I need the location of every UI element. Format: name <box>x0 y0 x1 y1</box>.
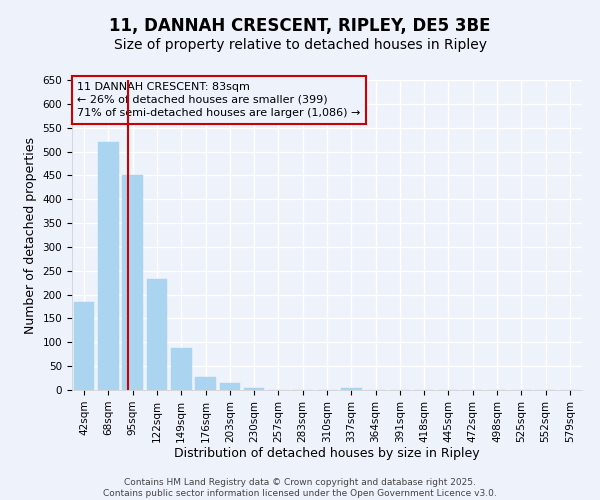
Bar <box>171 348 191 390</box>
Bar <box>195 377 216 390</box>
Text: Contains HM Land Registry data © Crown copyright and database right 2025.
Contai: Contains HM Land Registry data © Crown c… <box>103 478 497 498</box>
Bar <box>98 142 119 390</box>
Text: 11, DANNAH CRESCENT, RIPLEY, DE5 3BE: 11, DANNAH CRESCENT, RIPLEY, DE5 3BE <box>109 18 491 36</box>
Bar <box>146 280 167 390</box>
X-axis label: Distribution of detached houses by size in Ripley: Distribution of detached houses by size … <box>174 448 480 460</box>
Bar <box>341 388 362 390</box>
Bar <box>220 384 240 390</box>
Bar <box>74 302 94 390</box>
Text: Size of property relative to detached houses in Ripley: Size of property relative to detached ho… <box>113 38 487 52</box>
Bar <box>122 176 143 390</box>
Text: 11 DANNAH CRESCENT: 83sqm
← 26% of detached houses are smaller (399)
71% of semi: 11 DANNAH CRESCENT: 83sqm ← 26% of detac… <box>77 82 361 118</box>
Y-axis label: Number of detached properties: Number of detached properties <box>24 136 37 334</box>
Bar <box>244 388 265 390</box>
